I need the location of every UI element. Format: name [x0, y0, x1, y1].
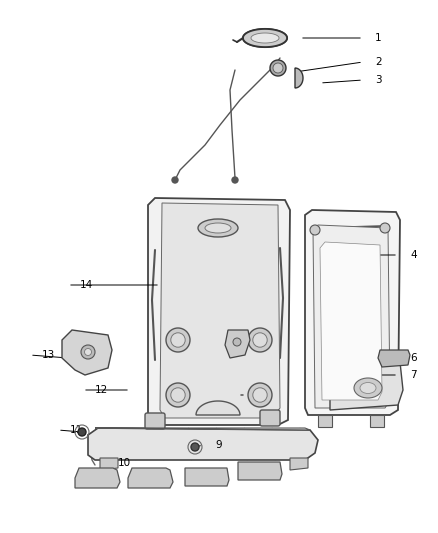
- Polygon shape: [320, 242, 382, 400]
- Text: 11: 11: [70, 425, 83, 435]
- Polygon shape: [378, 350, 410, 367]
- Ellipse shape: [205, 223, 231, 233]
- Text: 12: 12: [95, 385, 108, 395]
- Text: 2: 2: [375, 57, 381, 67]
- Polygon shape: [318, 415, 332, 427]
- Polygon shape: [251, 33, 279, 43]
- Polygon shape: [95, 428, 310, 430]
- FancyBboxPatch shape: [260, 410, 280, 426]
- Text: 7: 7: [410, 370, 417, 380]
- Circle shape: [248, 328, 272, 352]
- Text: 1: 1: [375, 33, 381, 43]
- Ellipse shape: [354, 378, 382, 398]
- Circle shape: [81, 345, 95, 359]
- Text: 8: 8: [258, 390, 265, 400]
- Polygon shape: [225, 330, 250, 358]
- Circle shape: [310, 225, 320, 235]
- Text: 3: 3: [375, 75, 381, 85]
- Polygon shape: [88, 428, 318, 460]
- Polygon shape: [128, 468, 173, 488]
- Polygon shape: [290, 458, 308, 470]
- Text: 13: 13: [42, 350, 55, 360]
- Circle shape: [253, 388, 267, 402]
- Polygon shape: [196, 401, 240, 415]
- Polygon shape: [330, 355, 403, 410]
- Circle shape: [166, 328, 190, 352]
- Text: 9: 9: [215, 440, 222, 450]
- Polygon shape: [238, 462, 282, 480]
- Polygon shape: [295, 68, 303, 88]
- Circle shape: [171, 388, 185, 402]
- Text: 5: 5: [258, 335, 265, 345]
- Circle shape: [172, 177, 178, 183]
- Text: 14: 14: [80, 280, 93, 290]
- Circle shape: [253, 333, 267, 347]
- Polygon shape: [270, 60, 286, 76]
- Circle shape: [85, 349, 92, 356]
- FancyBboxPatch shape: [145, 413, 165, 429]
- Ellipse shape: [198, 219, 238, 237]
- Circle shape: [78, 428, 86, 436]
- Circle shape: [233, 338, 241, 346]
- Polygon shape: [185, 468, 229, 486]
- Polygon shape: [273, 63, 283, 73]
- Text: 10: 10: [118, 458, 131, 468]
- Polygon shape: [148, 198, 290, 425]
- Circle shape: [166, 383, 190, 407]
- Polygon shape: [370, 415, 384, 427]
- Polygon shape: [100, 458, 118, 470]
- Circle shape: [171, 333, 185, 347]
- Ellipse shape: [360, 383, 376, 393]
- Circle shape: [191, 443, 199, 451]
- Polygon shape: [305, 210, 400, 415]
- Polygon shape: [313, 225, 390, 408]
- Polygon shape: [243, 29, 287, 47]
- Text: 4: 4: [410, 250, 417, 260]
- Circle shape: [248, 383, 272, 407]
- Polygon shape: [62, 330, 112, 375]
- Circle shape: [380, 223, 390, 233]
- Polygon shape: [75, 468, 120, 488]
- Circle shape: [232, 177, 238, 183]
- Text: 6: 6: [410, 353, 417, 363]
- Polygon shape: [160, 203, 280, 418]
